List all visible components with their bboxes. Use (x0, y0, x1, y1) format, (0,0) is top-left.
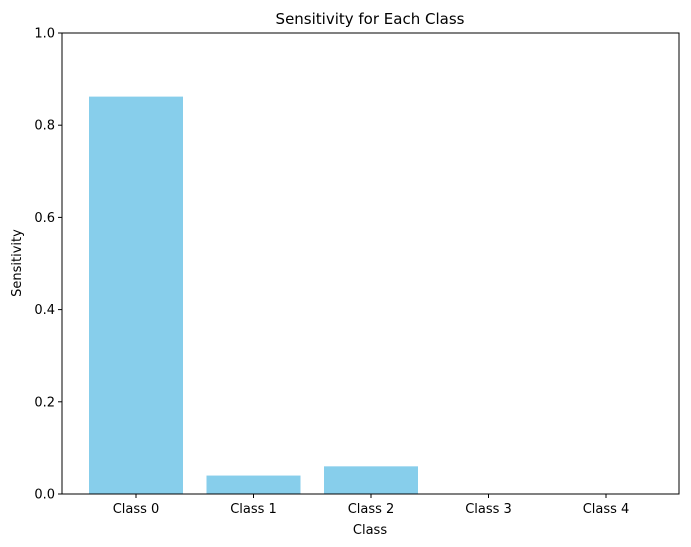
x-tick-label: Class 4 (583, 502, 630, 517)
x-axis-ticks: Class 0 Class 1 Class 2 Class 3 Class 4 (113, 494, 630, 517)
y-tick-label: 0.8 (34, 119, 55, 134)
y-tick-label: 0.6 (34, 211, 55, 226)
y-tick-label: 1.0 (34, 27, 55, 42)
y-tick-label: 0.2 (34, 395, 55, 410)
y-axis-ticks: 0.0 0.2 0.4 0.6 0.8 1.0 (34, 27, 62, 503)
bar-class-2 (324, 466, 418, 494)
x-tick-label: Class 0 (113, 502, 160, 517)
plot-frame (61, 32, 680, 495)
bars-group (89, 96, 418, 495)
y-tick-label: 0.0 (34, 488, 55, 503)
x-tick-label: Class 3 (465, 502, 512, 517)
y-axis-title: Sensitivity (10, 229, 25, 297)
x-tick-label: Class 1 (230, 502, 277, 517)
chart-title: Sensitivity for Each Class (276, 10, 465, 28)
bar-class-0 (89, 96, 183, 495)
x-tick-label: Class 2 (348, 502, 395, 517)
x-axis-title: Class (353, 523, 387, 538)
bar-class-1 (206, 475, 301, 494)
y-tick-label: 0.4 (34, 303, 55, 318)
